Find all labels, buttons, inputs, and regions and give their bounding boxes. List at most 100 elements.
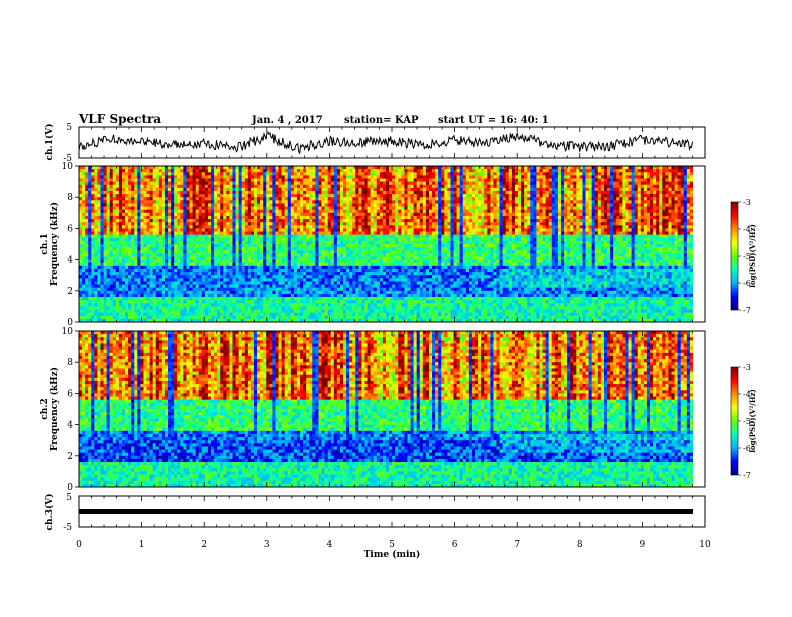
spectrogram-cell (257, 313, 260, 317)
spectrogram-cell (131, 285, 134, 289)
spectrogram-cell (211, 235, 214, 239)
spectrogram-cell (306, 197, 309, 201)
spectrogram-cell (251, 285, 254, 289)
spectrogram-cell (236, 294, 239, 298)
spectrogram-cell (251, 250, 254, 254)
spectrogram-cell (282, 219, 285, 223)
spectrogram-cell (346, 300, 349, 304)
spectrogram-cell (312, 253, 315, 257)
spectrogram-cell (131, 166, 134, 170)
spectrogram-cell (91, 241, 94, 245)
spectrogram-cell (211, 210, 214, 214)
ch1-ytick-top: 5 (66, 123, 72, 133)
spectrogram-cell (288, 172, 291, 176)
spectrogram-cell (211, 313, 214, 317)
spectrogram-cell (208, 178, 211, 182)
spectrogram-cell (312, 238, 315, 242)
spectrogram-cell (279, 178, 282, 182)
spectrogram-cell (156, 175, 159, 179)
spectrogram-cell (143, 210, 146, 214)
spectrogram-cell (193, 256, 196, 260)
spectrogram-cell (156, 278, 159, 282)
spectrogram-cell (193, 303, 196, 307)
spectrogram-cell (303, 166, 306, 170)
spectrogram-cell (205, 222, 208, 226)
spectrogram-cell (294, 278, 297, 282)
spectrogram-cell (242, 191, 245, 195)
spectrogram-cell (143, 219, 146, 223)
spectrogram-cell (196, 294, 199, 298)
spectrogram-cell (257, 219, 260, 223)
spectrogram-cell (190, 266, 193, 270)
spectrogram-cell (328, 310, 331, 314)
spectrogram-cell (260, 272, 263, 276)
spectrogram-cell (269, 300, 272, 304)
spectrogram-cell (91, 178, 94, 182)
spectrogram-cell (110, 310, 113, 314)
spectrogram-cell (205, 169, 208, 173)
spectrogram-cell (358, 172, 361, 176)
spectrogram-cell (245, 238, 248, 242)
spectrogram-cell (125, 228, 128, 232)
spectrogram-cell (242, 288, 245, 292)
spectrogram-cell (128, 250, 131, 254)
spectrogram-cell (110, 216, 113, 220)
spectrogram-cell (88, 297, 91, 301)
spectrogram-cell (260, 197, 263, 201)
spectrogram-cell (282, 285, 285, 289)
spectrogram-cell (137, 313, 140, 317)
spectrogram-cell (165, 228, 168, 232)
spectrogram-cell (251, 253, 254, 257)
spectrogram-cell (208, 306, 211, 310)
spectrogram-cell (349, 313, 352, 317)
spectrogram-cell (294, 244, 297, 248)
spectrogram-cell (318, 303, 321, 307)
spectrogram-cell (79, 244, 82, 248)
spectrogram-cell (315, 203, 318, 207)
spectrogram-cell (125, 247, 128, 251)
spectrogram-cell (134, 260, 137, 264)
spectrogram-cell (137, 310, 140, 314)
spectrogram-cell (217, 275, 220, 279)
spectrogram-cell (97, 210, 100, 214)
spectrogram-cell (147, 238, 150, 242)
spectrogram-cell (226, 291, 229, 295)
spectrogram-cell (82, 275, 85, 279)
spectrogram-cell (214, 194, 217, 198)
spectrogram-cell (334, 291, 337, 295)
spectrogram-cell (309, 256, 312, 260)
spectrogram-cell (119, 272, 122, 276)
spectrogram-cell (245, 241, 248, 245)
spectrogram-cell (355, 172, 358, 176)
spectrogram-cell (196, 210, 199, 214)
spectrogram-cell (361, 316, 364, 320)
spectrogram-cell (168, 303, 171, 307)
spectrogram-cell (275, 185, 278, 189)
spectrogram-cell (217, 269, 220, 273)
spectrogram-cell (165, 285, 168, 289)
spectrogram-cell (104, 213, 107, 217)
spectrogram-cell (113, 197, 116, 201)
spectrogram-cell (220, 294, 223, 298)
spectrogram-cell (318, 172, 321, 176)
spectrogram-cell (303, 281, 306, 285)
spectrogram-cell (199, 275, 202, 279)
spectrogram-cell (294, 310, 297, 314)
spectrogram-cell (377, 219, 380, 223)
spectrogram-cell (266, 278, 269, 282)
spectrogram-cell (214, 266, 217, 270)
spectrogram-cell (229, 169, 232, 173)
spectrogram-cell (202, 241, 205, 245)
spectrogram-cell (285, 228, 288, 232)
spectrogram-cell (371, 272, 374, 276)
spectrogram-cell (334, 203, 337, 207)
spectrogram-cell (190, 194, 193, 198)
spectrogram-cell (165, 219, 168, 223)
spectrogram-cell (340, 250, 343, 254)
spectrogram-cell (156, 288, 159, 292)
spectrogram-cell (245, 281, 248, 285)
spectrogram-cell (245, 316, 248, 320)
spectrogram-cell (159, 232, 162, 236)
spectrogram-cell (150, 294, 153, 298)
spectrogram-cell (190, 294, 193, 298)
